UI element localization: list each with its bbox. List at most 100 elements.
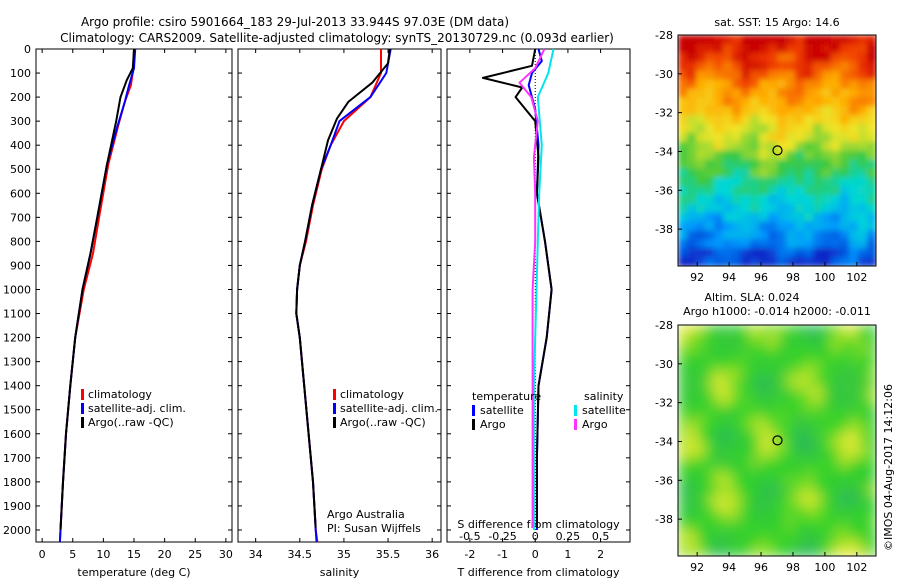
map-cell — [723, 70, 733, 81]
map-cell — [831, 248, 841, 259]
map-cell — [786, 88, 796, 99]
map-cell — [840, 502, 850, 513]
map-cell — [678, 186, 688, 196]
map-cell — [741, 529, 751, 540]
map-cell — [840, 342, 850, 353]
map-cell — [705, 186, 715, 196]
map-cell — [786, 52, 796, 63]
x-tick-label: 34 — [249, 548, 263, 561]
map-cell — [732, 35, 742, 45]
map-cell — [822, 159, 832, 170]
x-tick-label: 96 — [754, 271, 768, 284]
map-cell — [723, 239, 733, 250]
map-cell — [678, 159, 688, 170]
map-cell — [849, 547, 859, 556]
map-cell — [732, 52, 742, 63]
map-cell — [750, 396, 760, 406]
map-cell — [795, 529, 805, 540]
map-cell — [750, 168, 760, 179]
map-cell — [786, 369, 796, 380]
map-cell — [831, 511, 841, 522]
map-cell — [867, 333, 876, 344]
map-cell — [768, 79, 778, 90]
map-cell — [822, 431, 832, 442]
y-tick-label: 800 — [10, 235, 31, 248]
map-cell — [858, 484, 868, 495]
map-cell — [741, 177, 751, 188]
map-cell — [813, 141, 823, 152]
map-cell — [687, 484, 697, 495]
map-cell — [759, 511, 769, 522]
map-cell — [741, 141, 751, 152]
map-cell — [822, 168, 832, 179]
map-cell — [849, 239, 859, 250]
map-cell — [786, 396, 796, 406]
map-cell — [786, 520, 796, 531]
legend-swatch — [472, 405, 475, 416]
y-tick-label: 1000 — [3, 283, 31, 296]
map-cell — [849, 257, 859, 266]
map-cell — [840, 325, 850, 335]
map-cell — [795, 52, 805, 63]
map-cell — [723, 186, 733, 196]
map-cell — [768, 511, 778, 522]
map-cell — [714, 43, 724, 54]
map-cell — [831, 458, 841, 469]
map-cell — [813, 440, 823, 451]
map-cell — [750, 141, 760, 152]
map-cell — [723, 97, 733, 108]
map-cell — [759, 186, 769, 196]
map-cell — [723, 493, 733, 504]
map-cell — [723, 467, 733, 478]
map-cell — [840, 547, 850, 556]
map-cell — [777, 230, 787, 241]
map-cell — [822, 203, 832, 214]
map-cell — [714, 378, 724, 389]
map-cell — [741, 351, 751, 362]
s-tick-label: -0.25 — [488, 530, 516, 543]
map-cell — [786, 493, 796, 504]
map-cell — [723, 502, 733, 513]
map-cell — [678, 35, 688, 45]
map-title: sat. SST: 15 Argo: 14.6 — [714, 16, 839, 29]
map-cell — [804, 52, 814, 63]
map-cell — [759, 476, 769, 486]
map-cell — [804, 61, 814, 72]
map-cell — [732, 360, 742, 371]
map-cell — [750, 132, 760, 143]
map-cell — [678, 538, 688, 549]
legend-label: climatology — [88, 388, 152, 401]
map-cell — [831, 97, 841, 108]
map-cell — [813, 132, 823, 143]
salinity-panel: 34 34.5 35 35.5 36 salinity climatologysatelli… — [237, 48, 442, 579]
x-tick-label: 100 — [814, 271, 835, 284]
map-cell — [687, 123, 697, 134]
y-tick-label: 300 — [10, 115, 31, 128]
map-cell — [813, 221, 823, 232]
map-cell — [867, 467, 876, 478]
map-cell — [696, 115, 706, 125]
map-cell — [750, 422, 760, 433]
map-cell — [741, 333, 751, 344]
map-cell — [705, 529, 715, 540]
map-cell — [759, 248, 769, 259]
map-cell — [750, 449, 760, 460]
map-cell — [732, 325, 742, 335]
map-cell — [768, 239, 778, 250]
map-cell — [741, 502, 751, 513]
map-cell — [732, 43, 742, 54]
map-cell — [750, 413, 760, 424]
y-tick-label: 1700 — [3, 452, 31, 465]
map-cell — [849, 325, 859, 335]
map-cell — [786, 449, 796, 460]
map-cell — [687, 150, 697, 161]
map-cell — [777, 35, 787, 45]
map-cell — [723, 431, 733, 442]
map-cell — [768, 203, 778, 214]
map-cell — [804, 150, 814, 161]
map-cell — [678, 239, 688, 250]
map-cell — [840, 476, 850, 486]
map-cell — [678, 369, 688, 380]
map-cell — [849, 88, 859, 99]
map-cell — [687, 257, 697, 266]
